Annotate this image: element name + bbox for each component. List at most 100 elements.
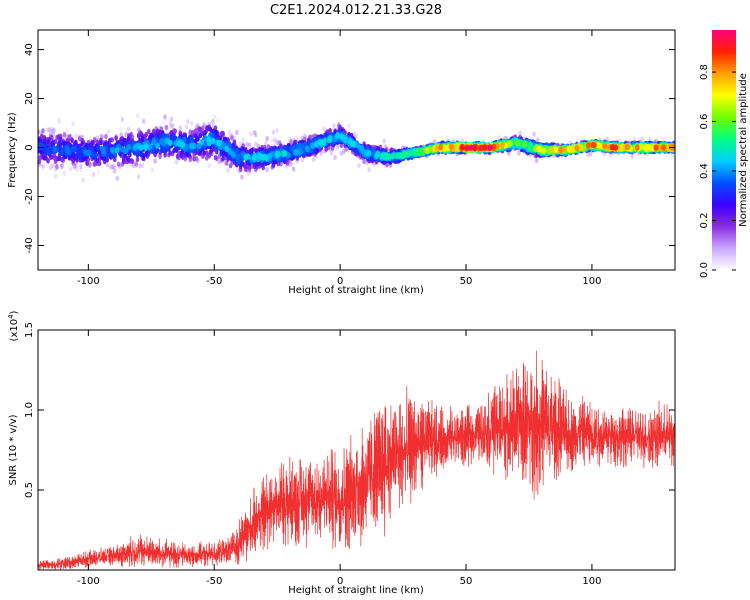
spectrogram-x-tick-label: 100 bbox=[582, 276, 601, 287]
spectrogram-cell bbox=[75, 145, 81, 152]
spectrogram-cell bbox=[230, 135, 234, 141]
spectrogram-cell bbox=[85, 160, 89, 166]
spectrogram-x-ticks: -100 -50 0 50 100 bbox=[77, 30, 601, 287]
spectrogram-cell bbox=[126, 126, 131, 132]
spectrogram-cell bbox=[70, 145, 76, 152]
spectrogram-cell bbox=[41, 163, 45, 169]
snr-x-tick-label: 50 bbox=[460, 576, 473, 587]
spectrogram-cell bbox=[114, 135, 118, 141]
spectrogram-cell bbox=[247, 142, 252, 148]
spectrogram-cell bbox=[130, 158, 135, 164]
spectrogram-cell bbox=[419, 149, 425, 156]
spectrogram-cell bbox=[249, 131, 253, 137]
spectrogram-cell bbox=[42, 135, 47, 141]
spectrogram-cell bbox=[170, 133, 176, 140]
spectrogram-heatmap bbox=[38, 112, 675, 183]
snr-x-tick-label: 0 bbox=[337, 576, 343, 587]
spectrogram-cell bbox=[220, 130, 224, 136]
spectrogram-y-tick-label: 0 bbox=[24, 144, 35, 150]
spectrogram-cell bbox=[327, 136, 333, 143]
spectrogram-cell bbox=[62, 170, 67, 176]
spectrogram-cell bbox=[224, 145, 230, 152]
spectrogram-cell bbox=[634, 144, 640, 151]
spectrogram-cell bbox=[491, 143, 497, 150]
spectrogram-cell bbox=[522, 140, 528, 148]
spectrogram-cell bbox=[180, 141, 186, 148]
snr-x-axis-label: Height of straight line (km) bbox=[288, 585, 424, 596]
spectrogram-cell bbox=[99, 140, 103, 146]
spectrogram-cell bbox=[141, 118, 146, 124]
spectrogram-cell bbox=[670, 153, 675, 159]
spectrogram-cell bbox=[403, 160, 408, 166]
spectrogram-cell bbox=[403, 151, 408, 158]
spectrogram-cell bbox=[189, 120, 194, 126]
spectrogram-cell bbox=[243, 154, 249, 161]
spectrogram-y-tick-label: 40 bbox=[24, 43, 35, 56]
spectrogram-cell bbox=[192, 156, 196, 162]
spectrogram-cell bbox=[487, 144, 493, 151]
spectrogram-cell bbox=[83, 149, 89, 156]
spectrogram-cell bbox=[113, 168, 117, 174]
spectrogram-cell bbox=[226, 167, 230, 174]
spectrogram-x-tick-label: -50 bbox=[206, 276, 222, 287]
spectrogram-cell bbox=[106, 128, 111, 135]
spectrogram-cell bbox=[241, 137, 245, 143]
spectrogram-cell bbox=[291, 166, 296, 172]
spectrogram-cell bbox=[407, 149, 412, 157]
spectrogram-cell bbox=[586, 151, 590, 157]
spectrogram-y-axis-label: Frequency (Hz) bbox=[7, 112, 18, 188]
spectrogram-cell bbox=[60, 162, 64, 168]
spectrogram-cell bbox=[41, 128, 45, 134]
spectrogram-cell bbox=[279, 143, 283, 149]
spectrogram-cell bbox=[585, 142, 591, 149]
spectrogram-cell bbox=[119, 126, 123, 132]
spectrogram-cell bbox=[147, 128, 151, 134]
spectrogram-cell bbox=[208, 126, 213, 133]
spectrogram-cell bbox=[265, 136, 269, 142]
spectrogram-cell bbox=[210, 138, 216, 145]
spectrogram-cell bbox=[257, 152, 262, 160]
snr-panel: -100 -50 0 50 100 0.5 1.0 1.5 Height of straig… bbox=[7, 310, 676, 596]
spectrogram-cell bbox=[138, 144, 144, 151]
spectrogram-cell bbox=[184, 143, 189, 150]
spectrogram-cell bbox=[588, 151, 593, 157]
spectrogram-cell bbox=[189, 136, 195, 144]
spectrogram-cell bbox=[116, 161, 121, 167]
spectrogram-cell bbox=[265, 167, 269, 173]
snr-y-multiplier-base: (x10 bbox=[9, 319, 20, 342]
spectrogram-cell bbox=[630, 153, 634, 159]
spectrogram-cell bbox=[384, 153, 390, 161]
spectrogram-cell bbox=[62, 131, 67, 137]
spectrogram-cell bbox=[639, 143, 645, 150]
colorbar-ticks: 0.0 0.2 0.4 0.6 0.8 bbox=[699, 64, 736, 278]
snr-x-tick-label: -100 bbox=[77, 576, 100, 587]
spectrogram-cell bbox=[661, 144, 667, 151]
colorbar: 0.0 0.2 0.4 0.6 0.8 Normalized spectral ampl… bbox=[699, 30, 749, 278]
spectrogram-cell bbox=[57, 155, 62, 161]
spectrogram-cell bbox=[532, 131, 536, 137]
snr-line bbox=[38, 350, 675, 570]
spectrogram-cell bbox=[235, 158, 241, 165]
spectrogram-y-tick-label: 20 bbox=[24, 92, 35, 105]
spectrogram-cell bbox=[553, 146, 558, 153]
spectrogram-cell bbox=[71, 121, 75, 127]
spectrogram-cell bbox=[138, 163, 142, 169]
spectrogram-y-ticks: -40 -20 0 20 40 bbox=[24, 43, 675, 254]
spectrogram-cell bbox=[178, 125, 183, 131]
spectrogram-cell bbox=[45, 147, 51, 155]
spectrogram-cell bbox=[96, 169, 101, 175]
spectrogram-cell bbox=[294, 135, 298, 141]
spectrogram-cell bbox=[335, 144, 340, 150]
spectrogram-cell bbox=[574, 144, 580, 152]
spectrogram-cell bbox=[225, 160, 229, 166]
spectrogram-cell bbox=[136, 174, 141, 180]
spectrogram-cell bbox=[153, 158, 157, 164]
spectrogram-cell bbox=[202, 150, 206, 156]
spectrogram-cell bbox=[415, 147, 421, 155]
spectrogram-cell bbox=[144, 150, 149, 156]
spectrogram-cell bbox=[207, 162, 211, 169]
spectrogram-cell bbox=[125, 155, 130, 161]
spectrogram-cell bbox=[252, 130, 257, 136]
spectrogram-cell bbox=[135, 112, 140, 118]
spectrogram-x-axis-label: Height of straight line (km) bbox=[288, 285, 424, 296]
